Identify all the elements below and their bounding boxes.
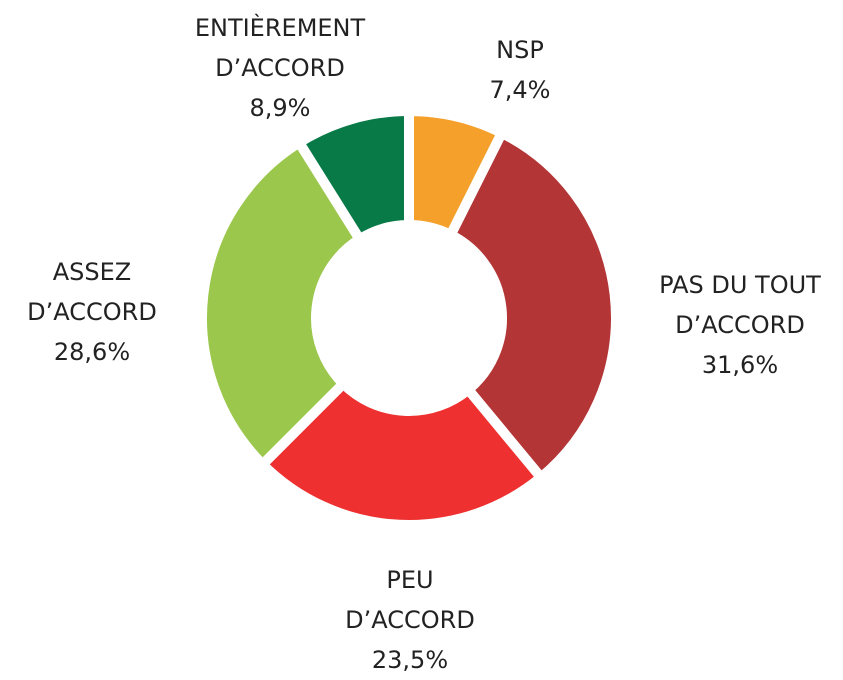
segment-label: PAS DU TOUT D’ACCORD 31,6% (640, 265, 840, 385)
donut-segment (443, 126, 621, 485)
segment-label: PEU D’ACCORD 23,5% (335, 560, 485, 680)
donut-segment (255, 376, 548, 530)
category-label: ENTIÈREMENT D’ACCORD (194, 14, 366, 82)
segment-label: ENTIÈREMENT D’ACCORD 8,9% (165, 8, 395, 128)
category-label: ASSEZ D’ACCORD (27, 258, 157, 326)
segment-label: ASSEZ D’ACCORD 28,6% (17, 252, 167, 372)
value-label: 23,5% (371, 646, 449, 674)
value-label: 28,6% (53, 338, 131, 366)
category-label: PEU D’ACCORD (345, 566, 475, 634)
donut-segment (292, 105, 414, 247)
value-label: 7,4% (489, 76, 551, 104)
segment-label: NSP 7,4% (420, 30, 620, 110)
category-label: PAS DU TOUT D’ACCORD (659, 271, 821, 339)
category-label: NSP (496, 36, 544, 64)
donut-segment (197, 135, 367, 472)
value-label: 8,9% (249, 94, 311, 122)
value-label: 31,6% (701, 351, 779, 379)
